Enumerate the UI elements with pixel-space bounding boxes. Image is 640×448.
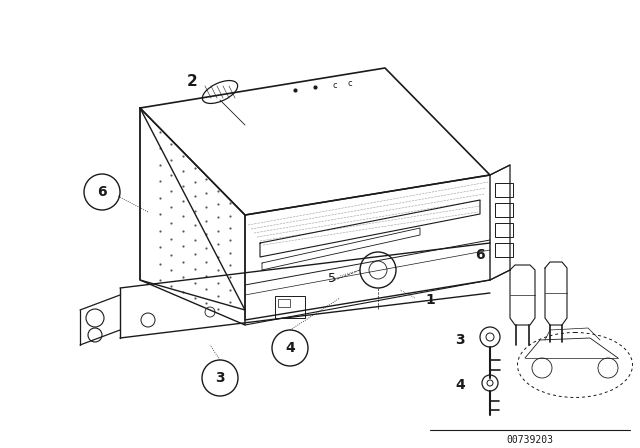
Circle shape: [480, 327, 500, 347]
Circle shape: [84, 174, 120, 210]
Circle shape: [88, 328, 102, 342]
Circle shape: [86, 309, 104, 327]
Bar: [495, 183, 513, 197]
Text: 3: 3: [215, 371, 225, 385]
Circle shape: [272, 330, 308, 366]
Text: c: c: [333, 81, 337, 90]
Text: 2: 2: [187, 74, 197, 90]
Text: 6: 6: [475, 248, 485, 262]
Text: 4: 4: [455, 378, 465, 392]
Text: 00739203: 00739203: [506, 435, 554, 445]
Text: 5: 5: [328, 271, 336, 284]
Circle shape: [202, 360, 238, 396]
Text: 3: 3: [455, 333, 465, 347]
Bar: [495, 223, 513, 237]
Bar: [495, 203, 513, 217]
Bar: [275, 296, 305, 318]
Circle shape: [482, 375, 498, 391]
Bar: [278, 299, 290, 307]
Bar: [495, 243, 513, 257]
Text: 4: 4: [285, 341, 295, 355]
Text: 1: 1: [425, 293, 435, 307]
Text: c: c: [348, 78, 352, 87]
Text: 6: 6: [97, 185, 107, 199]
